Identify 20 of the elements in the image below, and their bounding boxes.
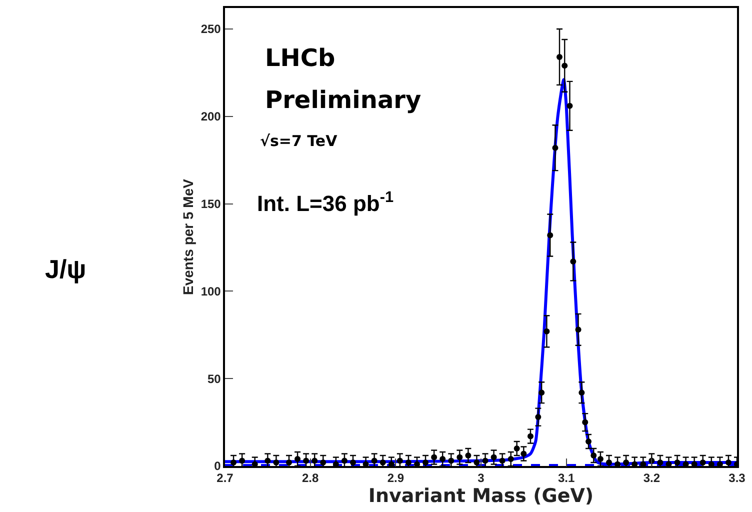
x-axis-title: Invariant Mass (GeV) <box>368 485 594 508</box>
x-tick-label: 2.8 <box>302 471 319 486</box>
annotation: √s=7 TeV <box>260 132 338 150</box>
annotation: Int. L=36 pb$^{-1}$ <box>257 189 394 216</box>
y-tick-label: 250 <box>200 22 222 36</box>
x-tick-label: 2.9 <box>387 471 404 486</box>
x-tick-label: 3.3 <box>728 471 746 486</box>
x-tick-label: 3 <box>478 471 485 486</box>
y-tick-label: 150 <box>200 196 222 211</box>
y-tick-label: 100 <box>200 284 222 298</box>
annotation: LHCb <box>265 44 336 72</box>
x-tick-label: 3.2 <box>643 471 660 486</box>
x-tick-label: 3.1 <box>558 471 575 486</box>
text: J/ψ <box>45 254 86 284</box>
x-tick-label: 2.7 <box>216 471 234 486</box>
annotation: Preliminary <box>265 86 422 114</box>
y-tick-label: 0 <box>214 459 222 474</box>
y-axis-title: Events per 5 MeV <box>180 178 196 295</box>
y-tick-label: 50 <box>207 372 222 386</box>
y-tick-label: 200 <box>200 110 222 124</box>
